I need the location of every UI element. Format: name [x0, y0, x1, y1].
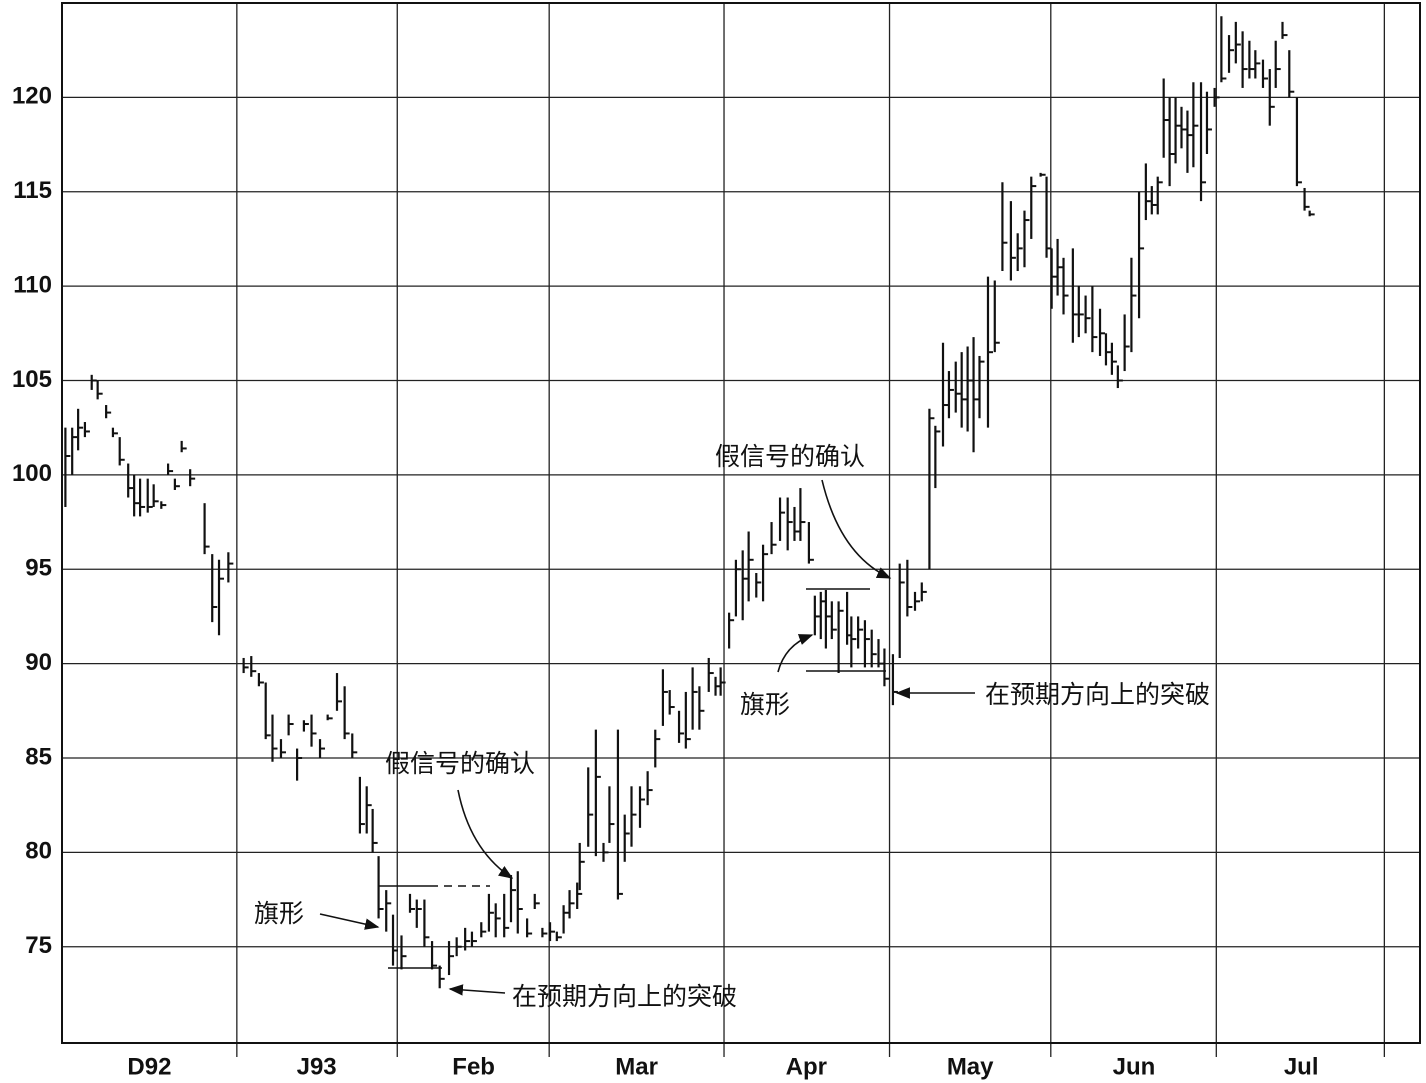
- plot-area: 75 80 85 90 95 100 105 110 115 120 D92 J93 Feb Mar Apr…: [12, 2, 1421, 1080]
- x-tick-label: May: [947, 1053, 994, 1080]
- y-tick-label: 80: [25, 838, 52, 865]
- x-tick-label: Feb: [452, 1053, 495, 1080]
- y-tick-label: 110: [13, 271, 52, 298]
- annotation: 旗形: [254, 899, 304, 928]
- arrow: [777, 634, 814, 673]
- x-tick-label: Apr: [786, 1053, 827, 1080]
- y-tick-label: 75: [25, 932, 52, 959]
- plot-frame: [61, 2, 1421, 1044]
- arrow: [457, 789, 514, 879]
- y-tick-label: 95: [25, 555, 52, 582]
- x-tick-label: D92: [127, 1053, 171, 1080]
- x-tick-label: Jun: [1113, 1053, 1156, 1080]
- y-tick-label: 85: [25, 743, 52, 770]
- arrow: [821, 479, 892, 579]
- x-tick-label: J93: [297, 1053, 337, 1080]
- y-tick-label: 115: [13, 177, 52, 204]
- annotations: 假信号的确认 旗形 在预期方向上的突破 假信号的确认 旗形 在预期方向上的突破: [254, 442, 1210, 1011]
- y-tick-label: 120: [12, 83, 52, 110]
- y-tick-label: 90: [25, 649, 52, 676]
- y-tick-label: 100: [12, 460, 52, 487]
- annotation: 假信号的确认: [385, 749, 535, 778]
- annotation: 假信号的确认: [715, 442, 865, 471]
- arrow: [319, 913, 380, 930]
- annotation: 旗形: [740, 690, 790, 719]
- annotation: 在预期方向上的突破: [985, 680, 1210, 709]
- arrow: [448, 984, 506, 996]
- annotation: 在预期方向上的突破: [512, 982, 737, 1011]
- x-tick-label: Jul: [1284, 1053, 1319, 1080]
- y-tick-label: 105: [12, 366, 52, 393]
- x-tick-label: Mar: [615, 1053, 658, 1080]
